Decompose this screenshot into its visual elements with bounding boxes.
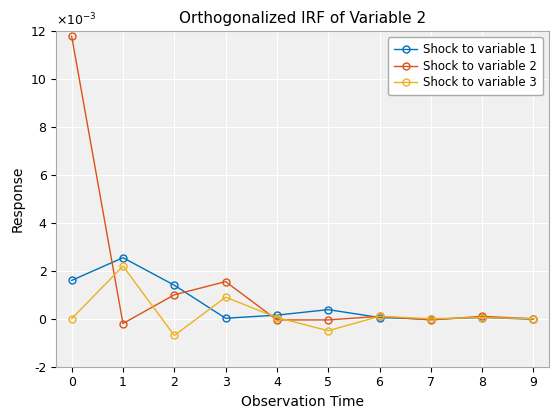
X-axis label: Observation Time: Observation Time (241, 395, 364, 409)
Shock to variable 2 (530, 316, 537, 321)
Shock to variable 2 (120, 321, 127, 326)
Shock to variable 1 (120, 255, 127, 260)
Shock to variable 1 (427, 317, 434, 322)
Shock to variable 1 (376, 315, 383, 320)
Shock to variable 2 (479, 314, 486, 319)
Line: Shock to variable 1: Shock to variable 1 (68, 254, 537, 323)
Shock to variable 1 (171, 283, 178, 288)
Shock to variable 3 (171, 333, 178, 338)
Shock to variable 2 (222, 279, 229, 284)
Shock to variable 2 (427, 318, 434, 323)
Shock to variable 3 (427, 316, 434, 321)
Legend: Shock to variable 1, Shock to variable 2, Shock to variable 3: Shock to variable 1, Shock to variable 2… (388, 37, 543, 95)
Line: Shock to variable 3: Shock to variable 3 (68, 262, 537, 339)
Shock to variable 2 (325, 318, 332, 323)
Shock to variable 3 (68, 316, 75, 321)
Shock to variable 3 (479, 315, 486, 320)
Shock to variable 2 (376, 314, 383, 319)
Shock to variable 1 (68, 278, 75, 283)
Y-axis label: Response: Response (11, 166, 25, 232)
Title: Orthogonalized IRF of Variable 2: Orthogonalized IRF of Variable 2 (179, 11, 426, 26)
Shock to variable 3 (325, 328, 332, 333)
Line: Shock to variable 2: Shock to variable 2 (68, 33, 537, 327)
Shock to variable 1 (222, 316, 229, 321)
Shock to variable 2 (171, 292, 178, 297)
Shock to variable 2 (273, 318, 280, 323)
Text: $\times10^{-3}$: $\times10^{-3}$ (56, 11, 97, 28)
Shock to variable 1 (530, 317, 537, 322)
Shock to variable 2 (68, 34, 75, 39)
Shock to variable 3 (376, 314, 383, 319)
Shock to variable 3 (273, 315, 280, 320)
Shock to variable 3 (120, 263, 127, 268)
Shock to variable 1 (273, 312, 280, 318)
Shock to variable 1 (479, 315, 486, 320)
Shock to variable 1 (325, 307, 332, 312)
Shock to variable 3 (222, 295, 229, 300)
Shock to variable 3 (530, 316, 537, 321)
